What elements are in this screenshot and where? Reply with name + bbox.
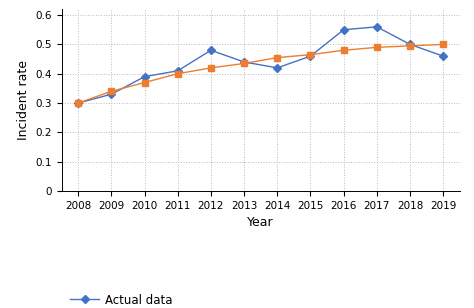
Grey Verhulst forcast data (440, 43, 446, 46)
Grey Verhulst forcast data (407, 44, 413, 48)
Grey Verhulst forcast data (308, 53, 313, 57)
Grey Verhulst forcast data (274, 56, 280, 59)
Grey Verhulst forcast data (142, 81, 147, 84)
Actual data (374, 25, 380, 29)
Actual data (75, 101, 81, 105)
Grey Verhulst forcast data (75, 101, 81, 105)
Grey Verhulst forcast data (341, 48, 346, 52)
Grey Verhulst forcast data (241, 62, 247, 65)
Actual data (274, 66, 280, 70)
Actual data (440, 54, 446, 58)
Actual data (241, 60, 247, 64)
Grey Verhulst forcast data (175, 72, 181, 75)
Actual data (407, 43, 413, 46)
Actual data (142, 75, 147, 79)
Line: Actual data: Actual data (75, 24, 446, 106)
Actual data (341, 28, 346, 32)
Actual data (175, 69, 181, 73)
Actual data (308, 54, 313, 58)
Actual data (109, 92, 114, 96)
Grey Verhulst forcast data (374, 46, 380, 49)
Grey Verhulst forcast data (109, 89, 114, 93)
Legend: Actual data, Grey Verhulst forcast data: Actual data, Grey Verhulst forcast data (67, 291, 263, 308)
Y-axis label: Incident rate: Incident rate (17, 60, 30, 140)
Actual data (208, 48, 214, 52)
X-axis label: Year: Year (247, 216, 274, 229)
Line: Grey Verhulst forcast data: Grey Verhulst forcast data (75, 42, 446, 106)
Grey Verhulst forcast data (208, 66, 214, 70)
